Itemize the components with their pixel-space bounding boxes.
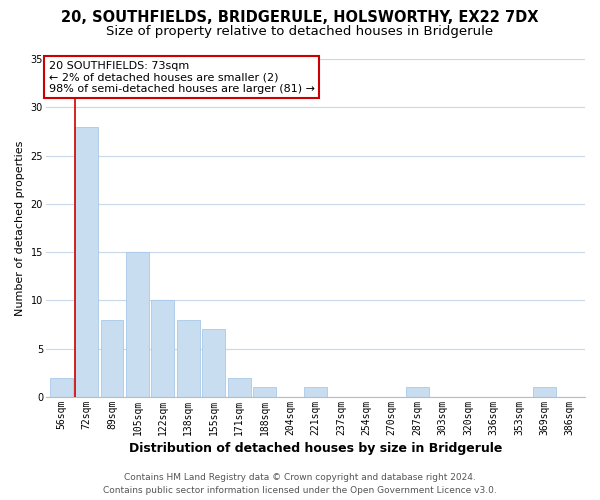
Bar: [253, 388, 276, 397]
Bar: [202, 330, 225, 397]
Bar: [50, 378, 73, 397]
Bar: [126, 252, 149, 397]
Y-axis label: Number of detached properties: Number of detached properties: [15, 140, 25, 316]
Bar: [75, 126, 98, 397]
Bar: [101, 320, 124, 397]
Text: 20 SOUTHFIELDS: 73sqm
← 2% of detached houses are smaller (2)
98% of semi-detach: 20 SOUTHFIELDS: 73sqm ← 2% of detached h…: [49, 60, 314, 94]
Bar: [227, 378, 251, 397]
Bar: [151, 300, 174, 397]
Text: Size of property relative to detached houses in Bridgerule: Size of property relative to detached ho…: [106, 25, 494, 38]
Bar: [304, 388, 327, 397]
Bar: [533, 388, 556, 397]
X-axis label: Distribution of detached houses by size in Bridgerule: Distribution of detached houses by size …: [129, 442, 502, 455]
Bar: [406, 388, 428, 397]
Text: 20, SOUTHFIELDS, BRIDGERULE, HOLSWORTHY, EX22 7DX: 20, SOUTHFIELDS, BRIDGERULE, HOLSWORTHY,…: [61, 10, 539, 25]
Text: Contains HM Land Registry data © Crown copyright and database right 2024.
Contai: Contains HM Land Registry data © Crown c…: [103, 474, 497, 495]
Bar: [177, 320, 200, 397]
